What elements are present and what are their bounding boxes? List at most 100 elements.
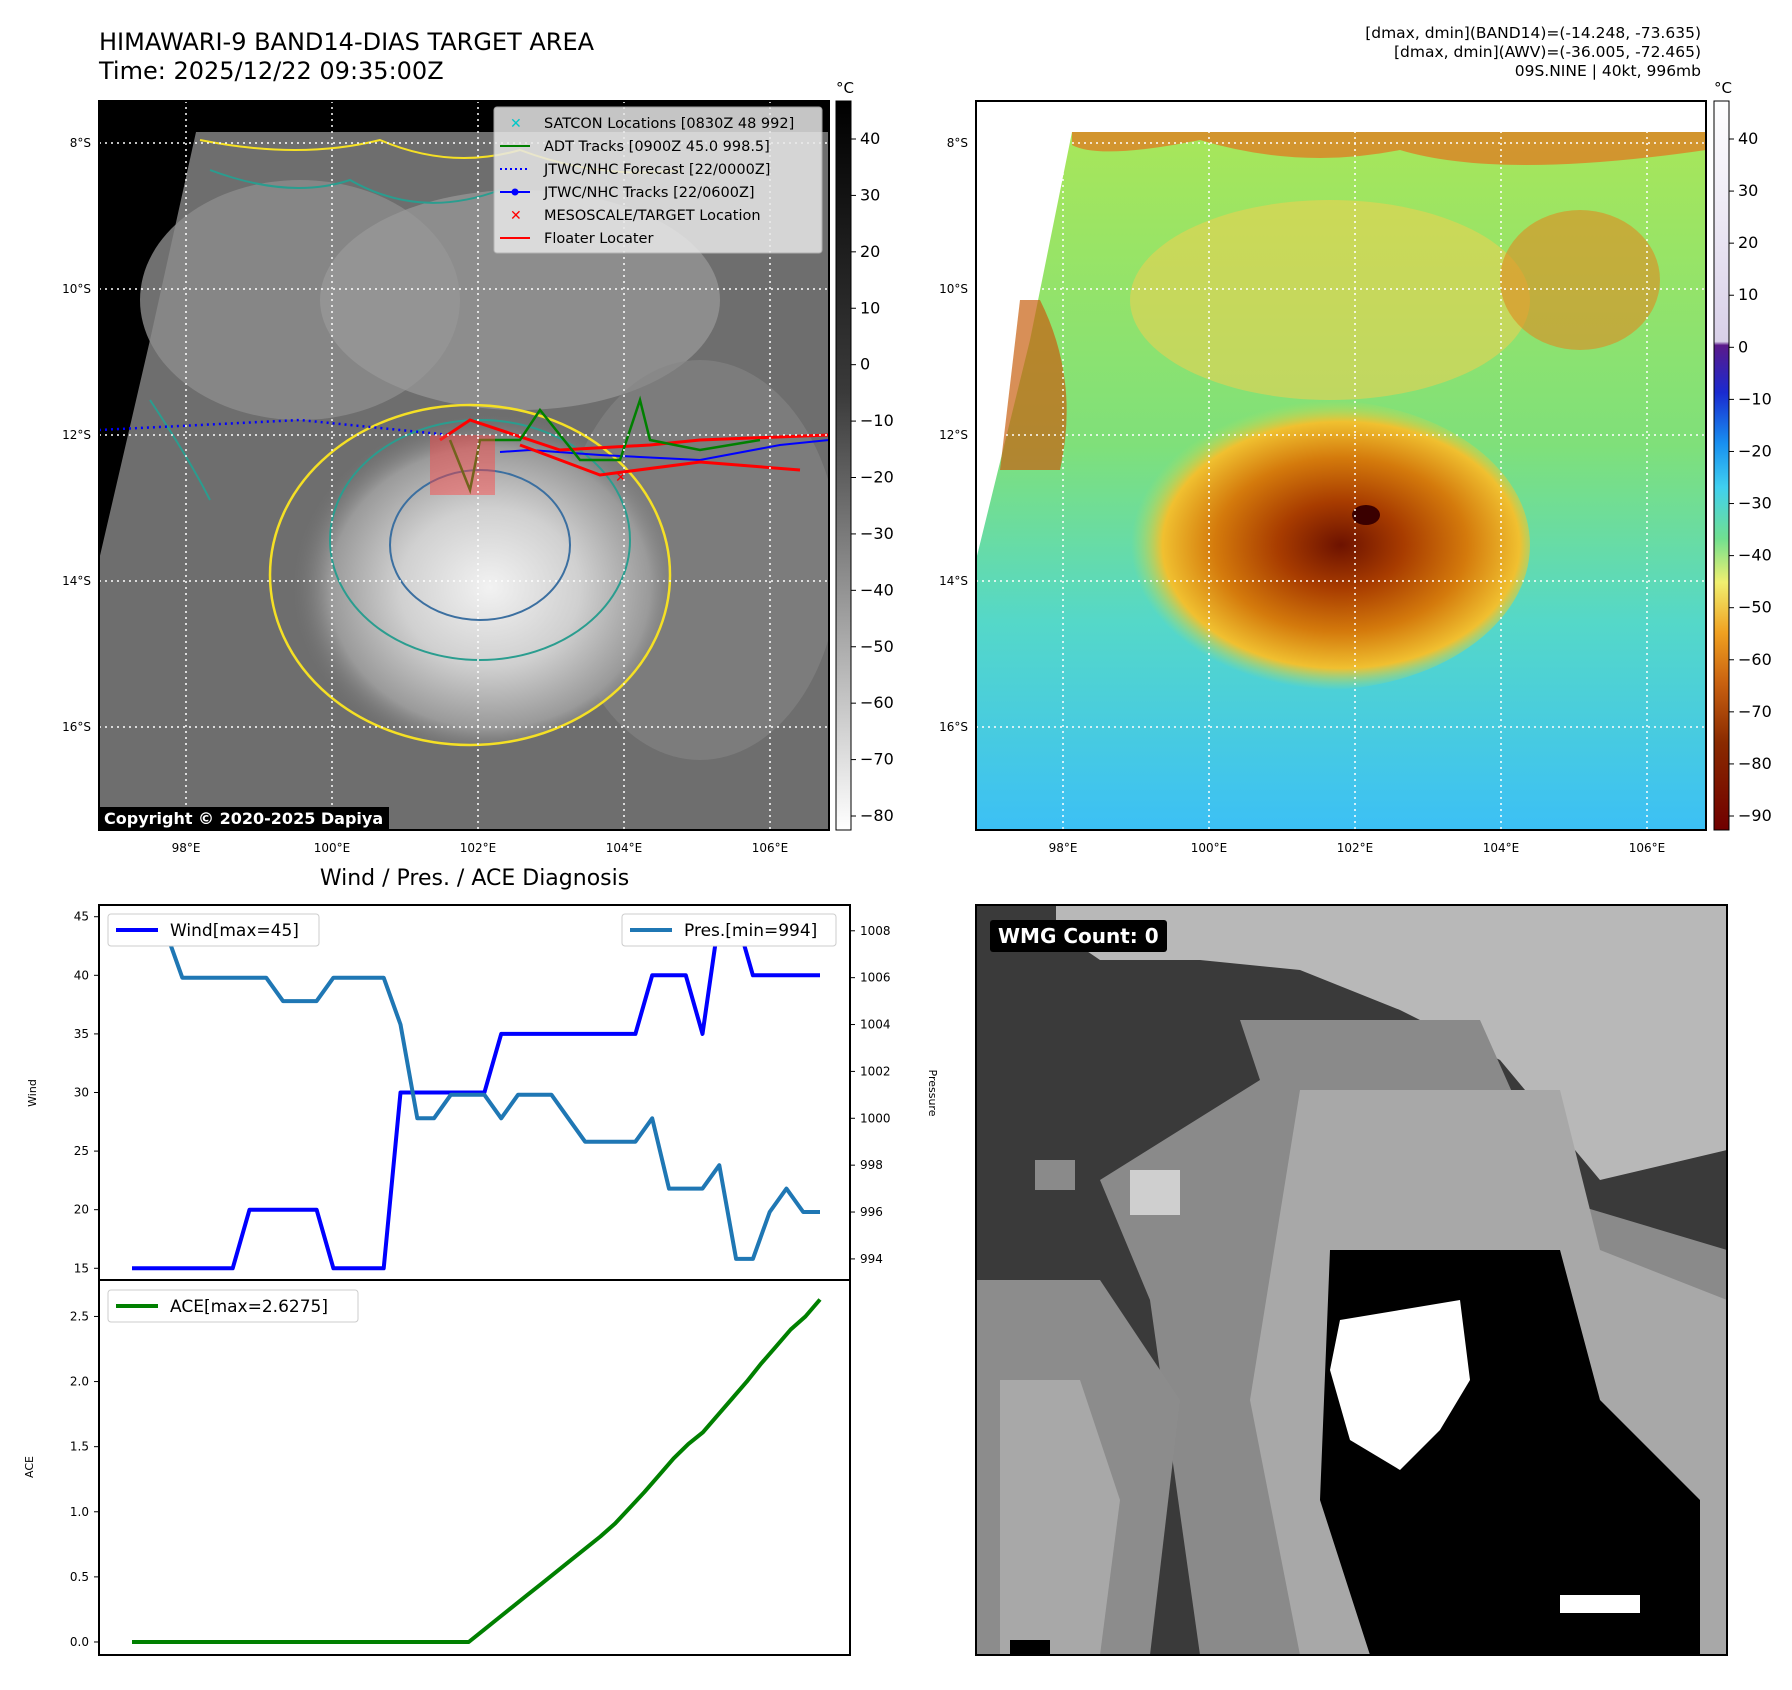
awv-lat-label: 12°S [939,428,968,442]
ace-tick-label: 1.5 [70,1440,89,1454]
title-line2: Time: 2025/12/22 09:35:00Z [99,57,444,85]
pressure-axis-label: Pressure [926,1070,939,1117]
ir-colorbar-unit: °C [836,79,854,97]
awv-lat-labels: 8°S 10°S 12°S 14°S 16°S [939,136,968,734]
ir-colorbar-tick-label: −10 [860,411,894,430]
pressure-tick-label: 998 [860,1158,883,1172]
ir-lat-label: 16°S [62,720,91,734]
ir-lon-label: 104°E [606,841,643,855]
ir-colorbar-tick-label: −20 [860,468,894,487]
pressure-legend: Pres.[min=994] [621,913,837,947]
ace-tick-label: 1.0 [70,1505,89,1519]
legend-satcon-icon: ✕ [510,116,522,132]
ir-contour-teal [329,419,631,661]
ir-legend: ✕ ✕ SATCON Locations [0830Z 48 992] ADT … [493,106,823,254]
ir-colorbar-tick-label: −50 [860,637,894,656]
info-line3: 09S.NINE | 40kt, 996mb [1514,62,1701,80]
awv-storm-core [1110,400,1530,690]
legend-label-adt: ADT Tracks [0900Z 45.0 998.5] [544,139,770,155]
legend-target-icon: ✕ [510,208,522,224]
wind-pressure-chart: 15 20 25 30 35 40 45 994 996 998 1000 1002 1004 1006… [26,904,939,1281]
pressure-tick-label: 1002 [860,1064,891,1078]
ir-colorbar-tick-label: −40 [860,580,894,599]
awv-lon-label: 100°E [1191,841,1228,855]
adt-track-line [448,395,761,495]
wind-tick-label: 30 [74,1086,89,1100]
ir-lon-label: 106°E [752,841,789,855]
awv-lat-label: 8°S [947,136,968,150]
awv-colorbar-tick-label: −70 [1738,702,1772,721]
ir-gridlines [99,101,829,830]
pressure-tick-label: 996 [860,1205,883,1219]
ir-colorbar-tick-label: −70 [860,750,894,769]
wind-legend: Wind[max=45] [107,913,320,947]
copyright-badge: Copyright © 2020-2025 Dapiya [98,807,390,830]
awv-colorbar-tick-label: 0 [1738,337,1748,356]
title-line1: HIMAWARI-9 BAND14-DIAS TARGET AREA [99,28,595,56]
ir-colorbar-tick-label: 30 [860,185,880,204]
legend-label-forecast: JTWC/NHC Forecast [22/0000Z] [543,162,770,178]
ir-map-panel: ✕ ✕ ✕ SAT [62,79,894,855]
jtwc-forecast-line [99,418,451,437]
ir-colorbar-tick-label: 0 [860,355,870,374]
awv-colorbar-tick-label: 20 [1738,233,1758,252]
wind-tick-label: 40 [74,968,89,982]
svg-text:✕: ✕ [615,470,627,486]
wind-tick-label: 45 [74,910,89,924]
ace-tick-label: 2.5 [70,1309,89,1323]
awv-colorbar-unit: °C [1714,79,1732,97]
pressure-tick-label: 1004 [860,1018,891,1032]
pressure-tick-label: 994 [860,1252,883,1266]
info-line2: [dmax, dmin](AWV)=(-36.005, -72.465) [1394,43,1701,61]
pressure-tick-label: 1000 [860,1111,891,1125]
pressure-series-line [132,928,820,1261]
legend-label-floater: Floater Locater [544,231,653,247]
wind-legend-label: Wind[max=45] [170,921,299,941]
awv-lon-label: 98°E [1049,841,1078,855]
wind-tick-label: 15 [74,1261,89,1275]
ace-tick-label: 0.5 [70,1570,89,1584]
ir-lon-label: 98°E [172,841,201,855]
ir-colorbar-tick-label: 40 [860,129,880,148]
page-title: HIMAWARI-9 BAND14-DIAS TARGET AREA Time:… [99,28,594,86]
awv-colorbar-tick-label: 40 [1738,129,1758,148]
intensity-info: [dmax, dmin](BAND14)=(-14.248, -73.635) … [1365,24,1701,81]
ir-lat-label: 14°S [62,574,91,588]
awv-lon-label: 102°E [1337,841,1374,855]
wmg-count-badge: WMG Count: 0 [990,920,1167,952]
awv-colorbar-tick-label: −20 [1738,441,1772,460]
diagnosis-title: Wind / Pres. / ACE Diagnosis [319,866,630,891]
ir-lat-label: 10°S [62,282,91,296]
awv-colorbar-tick-label: −80 [1738,754,1772,773]
wind-tick-label: 20 [74,1203,89,1217]
info-line1: [dmax, dmin](BAND14)=(-14.248, -73.635) [1365,24,1701,42]
awv-colorbar-tick-label: −40 [1738,546,1772,565]
ir-lat-label: 8°S [70,136,91,150]
ir-colorbar-tick-label: −80 [860,806,894,825]
ace-legend: ACE[max=2.6275] [107,1289,359,1323]
ir-storm-cloud [270,395,670,745]
awv-lat-label: 16°S [939,720,968,734]
ir-colorbar-tick-label: −30 [860,524,894,543]
wmg-panel [975,904,1728,1656]
awv-colorbar-tick-label: −10 [1738,389,1772,408]
legend-label-target: MESOSCALE/TARGET Location [544,208,761,224]
ir-lat-label: 12°S [62,428,91,442]
wind-tick-label: 25 [74,1144,89,1158]
ace-tick-label: 2.0 [70,1375,89,1389]
pressure-tick-label: 1008 [860,924,891,938]
ace-plot-area [98,1279,851,1656]
awv-colorbar-tick-label: 30 [1738,181,1758,200]
ir-colorbar-ticks: 40 30 20 10 0 −10 −20 −30 −40 −50 −60 −70 −80 [851,129,894,825]
awv-lon-label: 104°E [1483,841,1520,855]
ir-lat-labels: 8°S 10°S 12°S 14°S 16°S [62,136,91,734]
ir-lon-label: 100°E [314,841,351,855]
pressure-legend-label: Pres.[min=994] [684,921,817,941]
awv-colorbar-tick-label: −90 [1738,806,1772,825]
ir-colorbar-tick-label: 10 [860,298,880,317]
awv-colorbar-ticks: 40 30 20 10 0 −10 −20 −30 −40 −50 −60 −70 −80 −90 [1729,129,1772,825]
awv-colorbar-tick-label: −30 [1738,494,1772,513]
ir-colorbar-tick-label: 20 [860,242,880,261]
awv-map-panel: 8°S 10°S 12°S 14°S 16°S 98°E 100°E 102°E… [939,79,1772,855]
